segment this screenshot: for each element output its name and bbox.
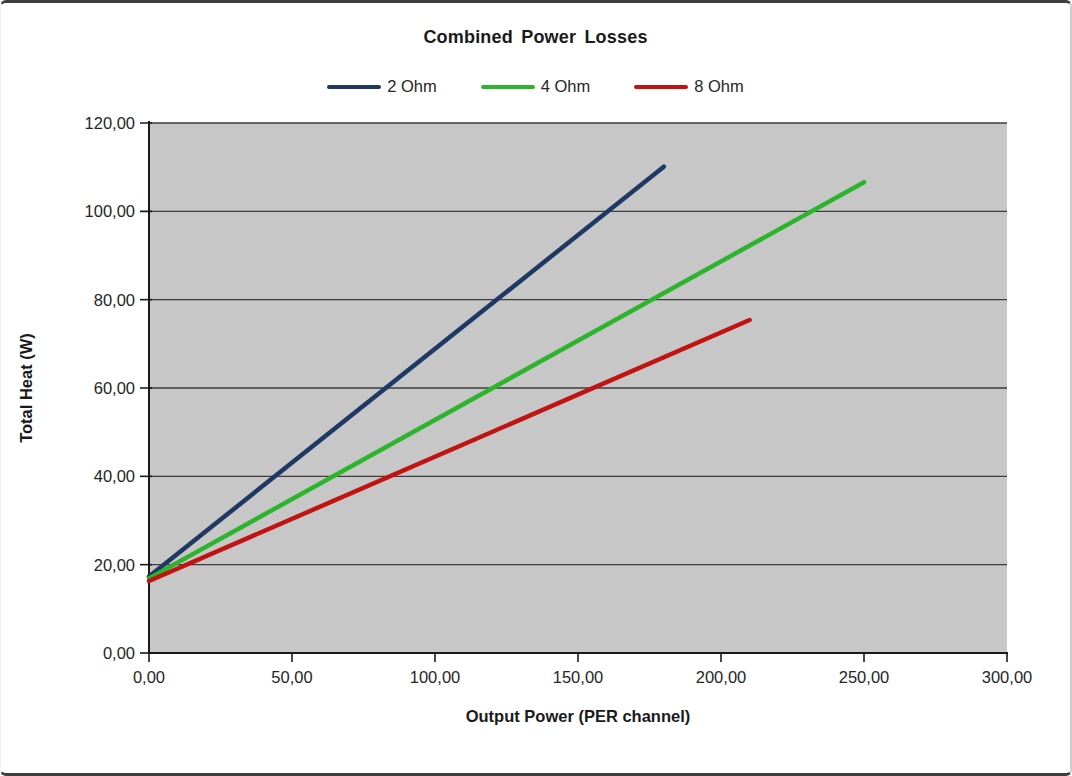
x-tick-label: 300,00 xyxy=(982,668,1032,686)
chart-plot-area: 0,00 20,00 40,00 60,00 80,00 100,00 120,00 0,00… xyxy=(1,3,1072,776)
x-tick-label: 50,00 xyxy=(271,668,312,686)
chart-frame: Combined Power Losses 2 Ohm4 Ohm8 Ohm 0,… xyxy=(0,0,1072,776)
y-tick-label: 20,00 xyxy=(94,556,135,574)
x-tick-label: 200,00 xyxy=(696,668,746,686)
y-tick-label: 0,00 xyxy=(103,644,135,662)
x-tick-label: 0,00 xyxy=(133,668,165,686)
x-tick-label: 150,00 xyxy=(553,668,603,686)
x-axis-title: Output Power (PER channel) xyxy=(149,707,1007,726)
x-tick-label: 100,00 xyxy=(410,668,460,686)
y-tick-label: 80,00 xyxy=(94,291,135,309)
x-tick-label: 250,00 xyxy=(839,668,889,686)
y-axis-title: Total Heat (W) xyxy=(17,238,41,538)
y-tick-label: 40,00 xyxy=(94,467,135,485)
y-tick-label: 120,00 xyxy=(85,114,135,132)
y-tick-label: 100,00 xyxy=(85,202,135,220)
y-tick-label: 60,00 xyxy=(94,379,135,397)
